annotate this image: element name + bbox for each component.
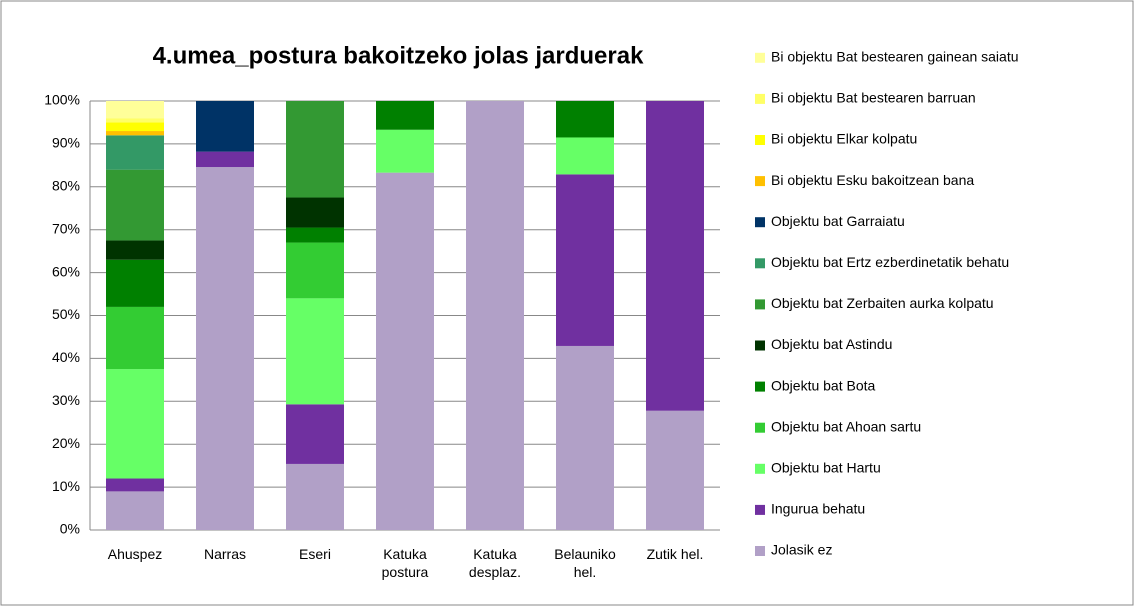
bar-segment — [106, 122, 164, 132]
bar-segment — [556, 101, 614, 138]
legend-swatch — [755, 135, 765, 145]
bar-segment — [106, 169, 164, 241]
bar-segment — [376, 129, 434, 173]
bar-segment — [556, 137, 614, 175]
bar-segment — [556, 345, 614, 530]
x-tick-label: Katuka postura — [381, 546, 429, 580]
legend-label: Bi objektu Elkar kolpatu — [771, 131, 917, 147]
bar-segment — [646, 101, 704, 411]
legend-label: Bi objektu Esku bakoitzean bana — [771, 172, 974, 188]
legend-swatch — [755, 176, 765, 187]
bar-segment — [286, 463, 344, 530]
y-tick-label: 80% — [52, 178, 80, 194]
legend-swatch — [755, 52, 765, 63]
bar-segment — [376, 172, 434, 530]
legend-label: Jolasik ez — [771, 542, 832, 558]
legend-swatch — [755, 258, 765, 269]
legend-label: Objektu bat Hartu — [771, 460, 881, 476]
bar-segment — [286, 242, 344, 299]
legend-swatch — [755, 340, 765, 351]
x-tick-label: Ahuspez — [107, 546, 163, 562]
legend-swatch — [755, 217, 765, 228]
y-tick-label: 0% — [60, 521, 80, 537]
legend-swatch — [755, 422, 765, 433]
bar-segment — [556, 174, 614, 346]
y-tick-label: 50% — [52, 306, 80, 322]
legend-label: Objektu bat Garraiatu — [771, 213, 905, 229]
chart-title: 4.umea_postura bakoitzeko jolas jarduera… — [153, 42, 645, 69]
legend-swatch — [755, 299, 765, 310]
bar-segment — [106, 118, 164, 123]
bar-segment — [286, 404, 344, 464]
legend-swatch — [755, 93, 765, 104]
legend-swatch — [755, 381, 765, 392]
bar-segment — [466, 101, 524, 530]
y-tick-label: 100% — [44, 92, 80, 108]
legend-label: Objektu bat Bota — [771, 377, 876, 393]
bar-segment — [106, 369, 164, 479]
bar-segment — [286, 227, 344, 243]
x-tick-label: Narras — [203, 546, 246, 562]
legend-label: Objektu bat Zerbaiten aurka kolpatu — [771, 295, 994, 311]
bar-segment — [106, 259, 164, 307]
bar-segment — [646, 410, 704, 530]
y-tick-label: 40% — [52, 349, 80, 365]
y-tick-label: 90% — [52, 135, 80, 151]
legend-label: Ingurua behatu — [771, 501, 865, 517]
bar-segment — [106, 135, 164, 170]
bar-segment — [196, 151, 254, 168]
bar-segment — [376, 101, 434, 130]
y-tick-label: 30% — [52, 392, 80, 408]
legend-swatch — [755, 546, 765, 556]
bar-segment — [106, 131, 164, 136]
bar-segment — [106, 240, 164, 260]
bar-segment — [106, 478, 164, 492]
legend-swatch — [755, 504, 765, 515]
x-tick-label: Eseri — [299, 546, 331, 562]
y-tick-label: 60% — [52, 263, 80, 279]
legend-label: Objektu bat Astindu — [771, 336, 892, 352]
bar-segment — [196, 167, 254, 531]
bar-segment — [106, 306, 164, 370]
bar-segment — [196, 101, 254, 152]
legend-label: Objektu bat Ertz ezberdinetatik behatu — [771, 254, 1009, 270]
bar-segment — [286, 197, 344, 228]
y-tick-label: 10% — [52, 478, 80, 494]
x-tick-label: Katuka desplaz. — [468, 546, 522, 580]
y-tick-label: 70% — [52, 220, 80, 236]
legend-label: Bi objektu Bat bestearen barruan — [771, 90, 976, 106]
bar-segment — [286, 101, 344, 198]
bar-segment — [286, 298, 344, 405]
x-tick-label: Zutik hel. — [646, 546, 704, 562]
bar-segment — [106, 491, 164, 530]
bar-segment — [106, 101, 164, 119]
x-tick-label: Belauniko hel. — [554, 546, 616, 580]
legend-label: Bi objektu Bat bestearen gainean saiatu — [771, 49, 1019, 65]
y-tick-label: 20% — [52, 435, 80, 451]
legend-swatch — [755, 463, 765, 474]
legend-label: Objektu bat Ahoan sartu — [771, 418, 921, 434]
